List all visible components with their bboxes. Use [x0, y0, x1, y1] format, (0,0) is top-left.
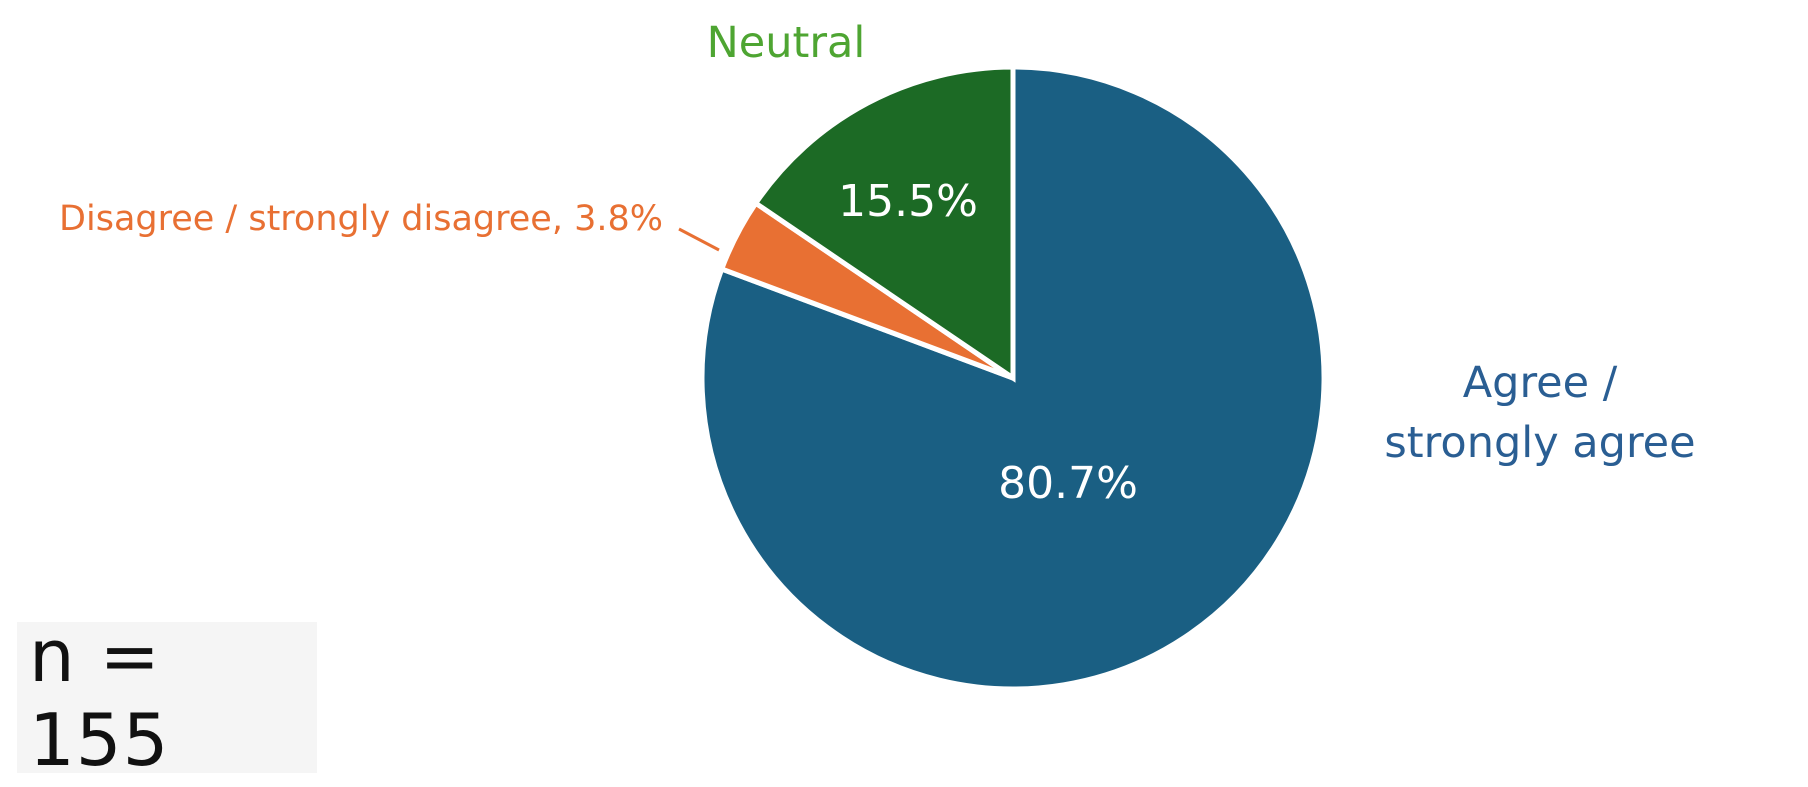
- pie-labels: 80.7% Agree / strongly agree Disagree / str…: [59, 18, 1696, 509]
- category-label-line: Agree /: [1463, 358, 1618, 408]
- category-label-line: strongly agree: [1384, 418, 1695, 468]
- category-label-neutral: Neutral: [707, 18, 866, 68]
- leader-line-disagree: [678, 227, 720, 252]
- pie-slice-neutral: [752, 64, 1016, 383]
- category-label-agree: Agree / strongly agree: [1384, 358, 1695, 468]
- data-label-agree: 80.7%: [998, 458, 1138, 509]
- data-label-neutral: 15.5%: [838, 176, 978, 227]
- category-label-line: Disagree / strongly disagree, 3.8%: [59, 199, 663, 239]
- category-label-line: Neutral: [707, 18, 866, 68]
- pie-slices: [699, 64, 1327, 692]
- sample-size-text: n = 155: [29, 613, 170, 782]
- sample-size-box: n = 155: [17, 614, 317, 782]
- category-label-disagree: Disagree / strongly disagree, 3.8%: [59, 199, 663, 239]
